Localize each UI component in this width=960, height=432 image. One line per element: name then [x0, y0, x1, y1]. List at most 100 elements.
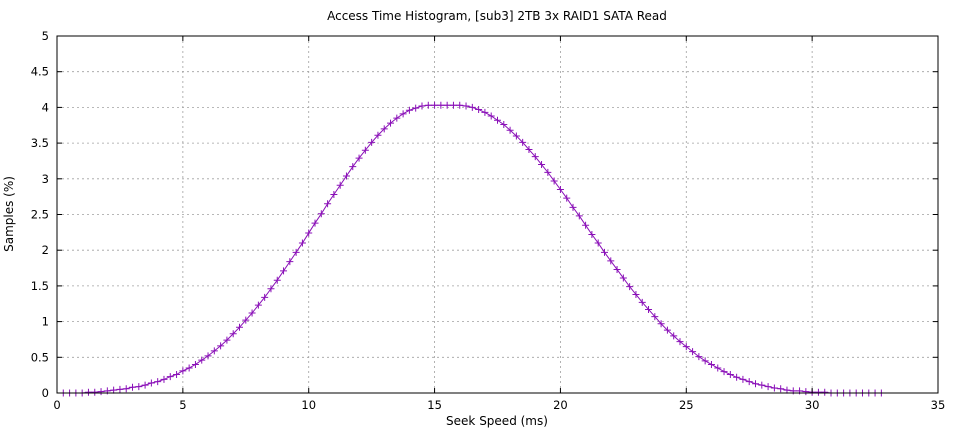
data-point [223, 336, 231, 344]
data-point [707, 360, 715, 368]
data-point [229, 330, 237, 338]
data-point [217, 342, 225, 350]
data-point [311, 219, 319, 227]
data-point [638, 298, 646, 306]
data-point [506, 126, 514, 134]
data-point [393, 114, 401, 122]
y-tick-label: 2.5 [31, 208, 49, 222]
data-point [280, 267, 288, 275]
y-tick-label: 1.5 [31, 279, 49, 293]
data-point [324, 200, 332, 208]
data-point [254, 301, 262, 309]
x-tick-label: 25 [679, 398, 694, 412]
data-point [600, 248, 608, 256]
data-point [531, 153, 539, 161]
data-point [368, 138, 376, 146]
y-tick-label: 2 [42, 243, 49, 257]
data-point [588, 230, 596, 238]
data-point [210, 347, 218, 355]
data-point [173, 370, 181, 378]
data-point [821, 388, 829, 396]
data-point [191, 360, 199, 368]
data-point [682, 343, 690, 351]
data-point [292, 248, 300, 256]
grid [57, 36, 938, 393]
data-point [481, 108, 489, 116]
data-point [619, 274, 627, 282]
data-point [443, 101, 451, 109]
axis-ticks: 0 5 10 15 20 25 30 35 0 0.5 1 1.5 2 2.5 3 3.5 4 4.5 5 [31, 29, 946, 412]
data-point [122, 385, 130, 393]
data-point [777, 385, 785, 393]
data-point [273, 276, 281, 284]
data-point [814, 388, 822, 396]
data-point [399, 110, 407, 118]
data-point [286, 258, 294, 266]
x-tick-label: 15 [427, 398, 442, 412]
y-tick-label: 1 [42, 315, 49, 329]
data-point [607, 257, 615, 265]
data-point [198, 356, 206, 364]
data-point [770, 384, 778, 392]
y-tick-label: 3.5 [31, 136, 49, 150]
data-point [626, 283, 634, 291]
data-point [632, 290, 640, 298]
data-point [437, 101, 445, 109]
data-point [160, 375, 168, 383]
y-tick-label: 0.5 [31, 350, 49, 364]
data-point [525, 146, 533, 154]
data-point [613, 265, 621, 273]
data-point [657, 320, 665, 328]
data-point [695, 353, 703, 361]
data-point [594, 239, 602, 247]
data-point [204, 352, 212, 360]
data-point [166, 373, 174, 381]
y-tick-label: 3 [42, 172, 49, 186]
y-tick-label: 4.5 [31, 65, 49, 79]
data-point [575, 212, 583, 220]
data-point [141, 381, 149, 389]
data-point [405, 106, 413, 114]
data-point [374, 131, 382, 139]
data-point [185, 364, 193, 372]
data-point [135, 383, 143, 391]
data-point [330, 191, 338, 199]
series-plot [59, 101, 885, 397]
y-axis-label: Samples (%) [2, 176, 16, 252]
data-point [752, 380, 760, 388]
data-point [317, 210, 325, 218]
data-point [387, 119, 395, 127]
data-point [651, 313, 659, 321]
data-point [556, 186, 564, 194]
data-point [361, 146, 369, 154]
x-tick-label: 5 [179, 398, 186, 412]
data-point [418, 102, 426, 110]
data-point [670, 332, 678, 340]
data-point [468, 103, 476, 111]
x-tick-label: 20 [553, 398, 568, 412]
data-point [689, 348, 697, 356]
data-point [550, 177, 558, 185]
data-point [336, 181, 344, 189]
data-point [663, 326, 671, 334]
data-point [544, 168, 552, 176]
data-point [298, 239, 306, 247]
data-point [116, 385, 124, 393]
data-point [582, 221, 590, 229]
data-point [519, 138, 527, 146]
chart-title: Access Time Histogram, [sub3] 2TB 3x RAI… [327, 9, 667, 23]
data-point [267, 285, 275, 293]
data-point [758, 381, 766, 389]
data-point [154, 378, 162, 386]
data-point [714, 364, 722, 372]
data-point [242, 316, 250, 324]
data-point [726, 370, 734, 378]
data-point [802, 388, 810, 396]
data-point [475, 106, 483, 114]
y-tick-label: 4 [42, 100, 49, 114]
data-point [412, 104, 420, 112]
data-point [783, 386, 791, 394]
data-point [147, 379, 155, 387]
data-point [487, 112, 495, 120]
